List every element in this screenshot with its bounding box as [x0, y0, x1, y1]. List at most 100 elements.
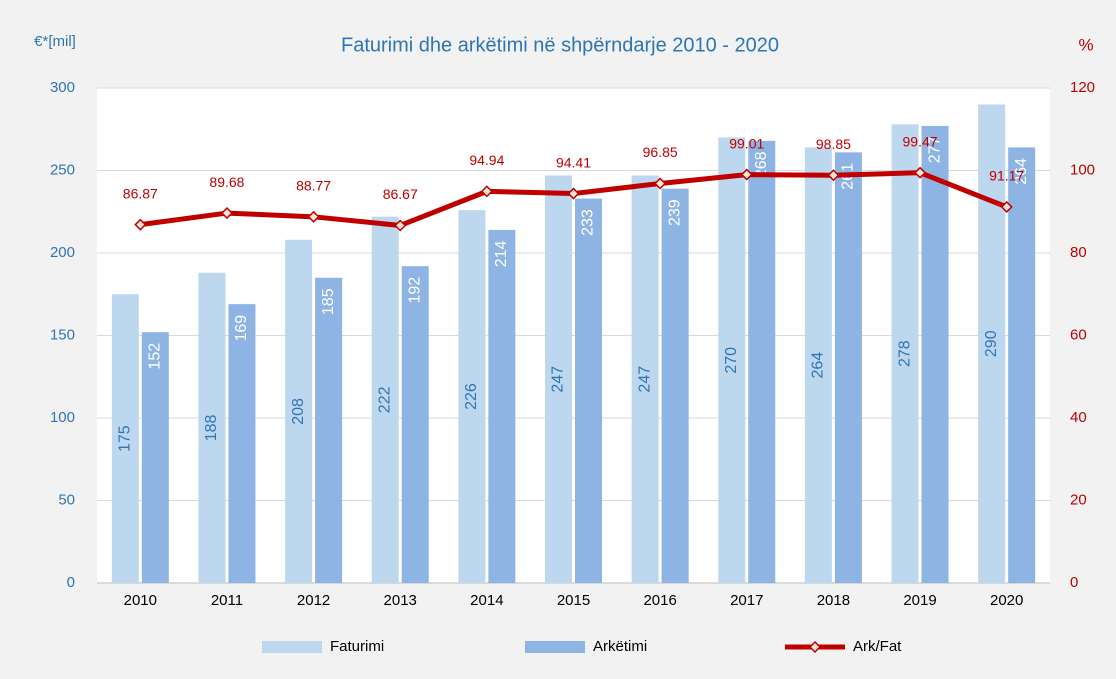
bar [921, 125, 949, 583]
bar [891, 124, 919, 584]
bar [315, 277, 343, 583]
line-marker [567, 187, 580, 200]
bar-value-label: 152 [147, 343, 164, 370]
x-tick-label: 2011 [211, 592, 243, 609]
y2-tick-label: 0 [1070, 574, 1078, 591]
x-tick-label: 2018 [817, 592, 850, 609]
bar [1008, 147, 1036, 583]
line-value-label: 99.01 [729, 135, 764, 151]
x-tick-label: 2019 [903, 592, 936, 609]
bar [458, 210, 486, 583]
line-marker [740, 168, 753, 181]
y2-axis-label: % [1078, 35, 1093, 54]
line-value-label: 86.87 [123, 185, 158, 201]
y-tick-label: 100 [50, 409, 75, 426]
bar-value-label: 208 [290, 398, 307, 425]
legend-label: Faturimi [330, 638, 384, 655]
line-marker [827, 169, 840, 182]
bar [198, 272, 226, 583]
y2-tick-label: 120 [1070, 79, 1095, 96]
bar-value-label: 278 [896, 340, 913, 367]
legend-label: Arkëtimi [593, 638, 647, 655]
line-value-label: 96.85 [643, 144, 678, 160]
bar-value-label: 239 [666, 199, 683, 226]
bar-value-label: 264 [1013, 158, 1030, 185]
line-value-label: 91.17 [989, 168, 1024, 184]
line-value-label: 94.94 [469, 152, 504, 168]
x-tick-label: 2010 [124, 592, 157, 609]
bar [141, 332, 169, 583]
bar [804, 147, 832, 583]
line-marker [220, 207, 234, 220]
line-marker [913, 166, 927, 179]
y2-tick-label: 80 [1070, 244, 1087, 261]
bar [748, 140, 776, 584]
y2-tick-label: 100 [1070, 161, 1095, 178]
x-tick-label: 2020 [990, 592, 1023, 609]
bar [228, 304, 256, 583]
bar [631, 175, 659, 583]
legend-swatch [525, 641, 585, 653]
bar-value-label: 264 [810, 352, 827, 379]
y-tick-label: 300 [50, 79, 75, 96]
bar [978, 104, 1006, 583]
legend-marker [808, 640, 822, 654]
y-tick-label: 0 [67, 574, 75, 591]
y2-tick-label: 60 [1070, 326, 1087, 343]
bar-value-label: 214 [493, 240, 510, 267]
x-tick-label: 2014 [470, 592, 503, 609]
line-value-label: 94.41 [556, 154, 591, 170]
bar [285, 239, 313, 584]
x-tick-label: 2015 [557, 592, 590, 609]
bar-value-label: 277 [926, 137, 943, 164]
bar-value-label: 247 [636, 366, 653, 393]
line-value-label: 88.77 [296, 178, 331, 194]
y-tick-label: 150 [50, 326, 75, 343]
line-value-label: 86.67 [383, 186, 418, 202]
bar [718, 137, 746, 583]
bar-value-label: 175 [117, 425, 134, 452]
bar [545, 175, 572, 583]
line-value-label: 89.68 [209, 174, 244, 190]
x-tick-label: 2017 [730, 592, 763, 609]
y-tick-label: 200 [50, 244, 75, 261]
line-marker [307, 210, 320, 223]
bar [401, 266, 429, 583]
bar [834, 152, 862, 583]
line-marker [1000, 200, 1013, 213]
y-tick-label: 50 [58, 491, 75, 508]
legend-swatch [262, 641, 322, 653]
bar-value-label: 185 [320, 288, 337, 315]
line-marker [654, 177, 667, 190]
y2-tick-label: 40 [1070, 409, 1087, 426]
y2-tick-label: 20 [1070, 491, 1087, 508]
bar [661, 188, 689, 583]
bar-value-label: 268 [753, 151, 770, 178]
bar-value-label: 169 [233, 315, 250, 342]
y-tick-label: 250 [50, 161, 75, 178]
line-marker [134, 218, 147, 231]
bar [371, 216, 399, 583]
x-tick-label: 2012 [297, 592, 330, 609]
bar-value-label: 226 [463, 383, 480, 410]
x-tick-label: 2016 [643, 592, 676, 609]
legend-label: Ark/Fat [853, 638, 902, 655]
bar-value-label: 188 [203, 414, 220, 441]
line-marker [394, 219, 407, 232]
bar [575, 198, 602, 584]
chart-title: Faturimi dhe arkëtimi në shpërndarje 201… [341, 34, 779, 56]
line-value-label: 99.47 [903, 133, 938, 149]
bar-value-label: 233 [580, 209, 597, 236]
bar-value-label: 222 [376, 386, 393, 413]
x-tick-label: 2013 [384, 592, 417, 609]
bar-value-label: 192 [406, 277, 423, 304]
y-axis-label: €*[mil] [34, 33, 76, 50]
line-marker [480, 185, 493, 198]
bar [488, 229, 516, 583]
bar-value-label: 290 [983, 330, 1000, 357]
line-value-label: 98.85 [816, 136, 851, 152]
bar-value-label: 270 [723, 347, 740, 374]
bar-value-label: 247 [550, 366, 567, 393]
bar [111, 294, 139, 583]
